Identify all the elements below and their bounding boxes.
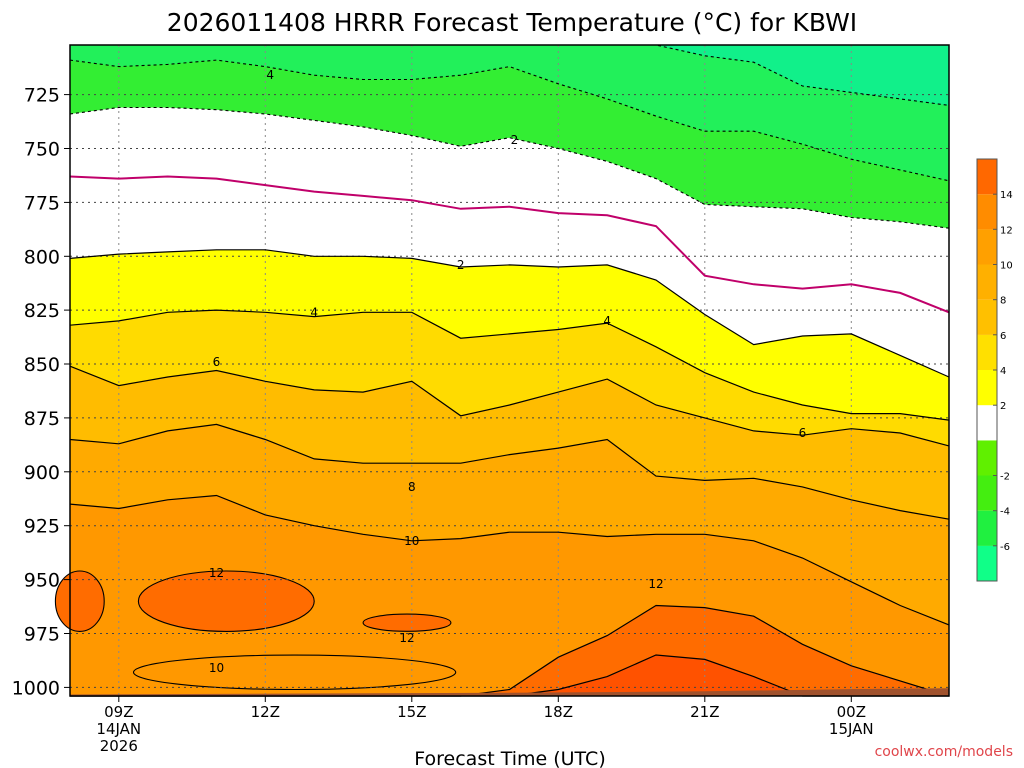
colorbar-segment xyxy=(977,440,997,476)
colorbar-segment xyxy=(977,370,997,406)
contour-label: 4 xyxy=(266,68,274,82)
y-tick-label: 850 xyxy=(24,354,60,376)
colorbar: -6 -4 -2 2 4 6 8 10 12 14 xyxy=(976,158,1013,582)
colorbar-segment xyxy=(977,405,997,441)
colorbar-segment xyxy=(977,264,997,300)
y-tick-label: 825 xyxy=(24,300,60,322)
contour-line--2 xyxy=(69,106,950,229)
colorbar-segment xyxy=(977,194,997,230)
contour-line-0 xyxy=(69,175,950,314)
band-above--6C xyxy=(70,45,949,106)
contour-label: 8 xyxy=(408,480,416,494)
x-tick-label: 2026 xyxy=(100,737,138,755)
contour-cell-12 xyxy=(137,570,315,632)
x-tick-label: 12Z xyxy=(251,703,280,721)
colorbar-tick-label: 8 xyxy=(1000,296,1006,307)
colorbar-segment xyxy=(977,475,997,511)
x-tick-label: 18Z xyxy=(544,703,573,721)
y-tick-label: 750 xyxy=(24,139,60,161)
y-axis: 725 750 775 800 825 850 875 900 925 950 975 1000 xyxy=(12,85,70,699)
ground-terrain xyxy=(70,688,949,696)
colorbar-tick-label: 4 xyxy=(1000,366,1006,377)
plot-area: 4 2 2 4 4 6 6 8 10 12 12 12 10 xyxy=(54,44,950,697)
credit-text: coolwx.com/models xyxy=(875,744,1013,760)
contour-label: 10 xyxy=(209,661,224,675)
contour-label: 6 xyxy=(213,355,221,369)
colorbar-segment xyxy=(977,545,997,581)
colorbar-segment xyxy=(977,229,997,265)
colorbar-tick-label: -4 xyxy=(1000,507,1010,518)
colorbar-tick-label: -6 xyxy=(1000,542,1010,553)
x-tick-label: 21Z xyxy=(690,703,719,721)
y-tick-label: 875 xyxy=(24,408,60,430)
y-tick-label: 900 xyxy=(24,462,60,484)
plot-border xyxy=(69,44,950,697)
colorbar-segment xyxy=(977,334,997,370)
y-tick-label: 800 xyxy=(24,246,60,268)
contour-label: 4 xyxy=(603,314,611,328)
contour-line-8 xyxy=(69,423,950,520)
contour-label: 2 xyxy=(457,258,465,272)
contour-label: 10 xyxy=(404,534,419,548)
y-tick-label: 725 xyxy=(24,85,60,107)
contour-line-2 xyxy=(69,249,950,378)
contour-label: 12 xyxy=(399,631,414,645)
x-tick-label: 00Z xyxy=(837,703,866,721)
contour-line-10 xyxy=(69,494,950,626)
contour-label: 6 xyxy=(799,426,807,440)
contour-label: 2 xyxy=(511,133,519,147)
colorbar-segment xyxy=(977,159,997,195)
x-tick-label: 15Z xyxy=(397,703,426,721)
x-axis-label: Forecast Time (UTC) xyxy=(414,748,605,768)
y-tick-label: 950 xyxy=(24,570,60,592)
y-tick-label: 1000 xyxy=(12,677,60,699)
colorbar-segment xyxy=(977,299,997,335)
contour-cell-12 xyxy=(362,613,452,632)
contour-line-4 xyxy=(69,309,950,421)
colorbar-tick-label: 12 xyxy=(1000,225,1013,236)
contour-line-6 xyxy=(69,365,950,447)
y-tick-label: 925 xyxy=(24,516,60,538)
y-tick-label: 775 xyxy=(24,192,60,214)
x-tick-label: 14JAN xyxy=(96,720,141,738)
colorbar-tick-label: -2 xyxy=(1000,472,1010,483)
chart-title: 2026011408 HRRR Forecast Temperature (°C… xyxy=(167,8,857,37)
colorbar-segment xyxy=(977,510,997,546)
contour-label: 12 xyxy=(648,577,663,591)
colorbar-tick-label: 10 xyxy=(1000,261,1013,272)
colorbar-tick-label: 6 xyxy=(1000,331,1006,342)
x-tick-label: 09Z xyxy=(104,703,133,721)
contour-label: 4 xyxy=(310,305,318,319)
band-above--4C xyxy=(70,45,949,181)
contour-cell-10 xyxy=(132,654,457,691)
colorbar-tick-label: 2 xyxy=(1000,401,1006,412)
y-tick-label: 975 xyxy=(24,624,60,646)
colorbar-tick-label: 14 xyxy=(1000,190,1013,201)
x-tick-label: 15JAN xyxy=(829,720,874,738)
contour-label: 12 xyxy=(209,566,224,580)
contour-cell-12 xyxy=(54,570,105,632)
